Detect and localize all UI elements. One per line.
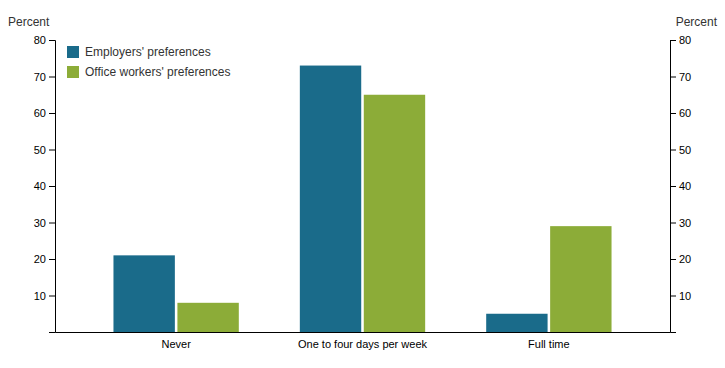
legend-label: Office workers' preferences — [85, 65, 230, 79]
bar — [550, 226, 611, 332]
x-tick: Never — [161, 338, 191, 350]
bar — [486, 314, 547, 332]
y-axis: 10 20 30 40 50 60 70 80 — [34, 34, 56, 332]
y-axis-tick: 10 — [34, 290, 55, 302]
y2-axis-tick-mark — [670, 150, 676, 151]
y-axis-tick: 70 — [34, 71, 55, 83]
y-axis-tick: 50 — [34, 144, 55, 156]
bar — [113, 255, 174, 332]
y-axis-tick: 30 — [34, 217, 55, 229]
y2-axis-tick: 20 — [670, 253, 691, 265]
y2-axis-tick-mark — [670, 77, 676, 78]
x-tick-label: Full time — [528, 338, 570, 350]
y2-axis-tick: 80 — [670, 34, 691, 46]
y-axis-tick-label: 30 — [34, 217, 46, 229]
y2-axis-tick: 10 — [670, 290, 691, 302]
y-axis-tick: 60 — [34, 107, 55, 119]
legend-label: Employers' preferences — [85, 45, 211, 59]
y2-axis-tick-label: 20 — [679, 253, 691, 265]
y-axis-tick-label: 80 — [34, 34, 46, 46]
y-axis-tick-label: 40 — [34, 180, 46, 192]
y-axis-tick-mark — [49, 113, 55, 114]
y-axis-tick-mark — [49, 77, 55, 78]
bar-series — [113, 66, 547, 332]
y2-axis-tick-mark — [670, 186, 676, 187]
y-axis-label: Percent — [8, 15, 50, 29]
y2-axis-tick-label: 60 — [679, 107, 691, 119]
y-axis-tick-mark — [49, 186, 55, 187]
y2-axis-tick-mark — [670, 40, 676, 41]
legend: Employers' preferences Office workers' pr… — [67, 45, 230, 79]
y-axis-tick-mark — [49, 296, 55, 297]
legend-item: Employers' preferences — [67, 45, 211, 59]
y-axis-tick-mark — [49, 150, 55, 151]
chart: Never One to four days per week Full time 1… — [0, 0, 725, 368]
bar — [177, 303, 238, 332]
y2-axis-tick-label: 80 — [679, 34, 691, 46]
y2-axis-tick-mark — [670, 223, 676, 224]
bars — [113, 66, 611, 332]
y2-axis-tick: 40 — [670, 180, 691, 192]
y2-axis-line — [671, 41, 677, 333]
y-axis-tick-label: 60 — [34, 107, 46, 119]
bar — [300, 66, 361, 332]
y-axis-tick-label: 50 — [34, 144, 46, 156]
y2-axis-tick-mark — [670, 113, 676, 114]
y-axis-tick: 80 — [34, 34, 55, 46]
y2-axis-tick-label: 40 — [679, 180, 691, 192]
y2-axis-tick-label: 50 — [679, 144, 691, 156]
x-axis: Never One to four days per week Full time — [56, 333, 671, 350]
y2-axis-tick-label: 10 — [679, 290, 691, 302]
bar — [364, 95, 425, 332]
y-axis-tick-label: 20 — [34, 253, 46, 265]
y2-axis-tick: 30 — [670, 217, 691, 229]
y-axis-tick-mark — [49, 223, 55, 224]
legend-item: Office workers' preferences — [67, 65, 230, 79]
y2-axis: 10 20 30 40 50 60 70 80 — [670, 34, 691, 332]
y-axis-tick: 20 — [34, 253, 55, 265]
x-tick: Full time — [528, 338, 570, 350]
y2-axis-tick: 50 — [670, 144, 691, 156]
legend-swatch — [67, 66, 79, 78]
y2-axis-tick: 70 — [670, 71, 691, 83]
plot-area: Never One to four days per week Full time 1… — [8, 15, 718, 350]
x-tick-label: One to four days per week — [298, 338, 428, 350]
y2-axis-tick: 60 — [670, 107, 691, 119]
x-tick: One to four days per week — [298, 338, 428, 350]
x-axis-line — [56, 332, 671, 333]
y-axis-tick-mark — [49, 259, 55, 260]
legend-swatch — [67, 46, 79, 58]
y2-axis-tick-label: 30 — [679, 217, 691, 229]
y-axis-line — [49, 41, 56, 333]
y-axis-tick: 40 — [34, 180, 55, 192]
x-tick-label: Never — [161, 338, 191, 350]
y2-axis-tick-mark — [670, 296, 676, 297]
y-axis-tick-mark — [49, 40, 55, 41]
bar-series — [177, 95, 611, 332]
y-axis-tick-label: 70 — [34, 71, 46, 83]
y2-axis-tick-label: 70 — [679, 71, 691, 83]
y2-axis-tick-mark — [670, 259, 676, 260]
y-axis-tick-label: 10 — [34, 290, 46, 302]
y2-axis-label: Percent — [676, 15, 718, 29]
